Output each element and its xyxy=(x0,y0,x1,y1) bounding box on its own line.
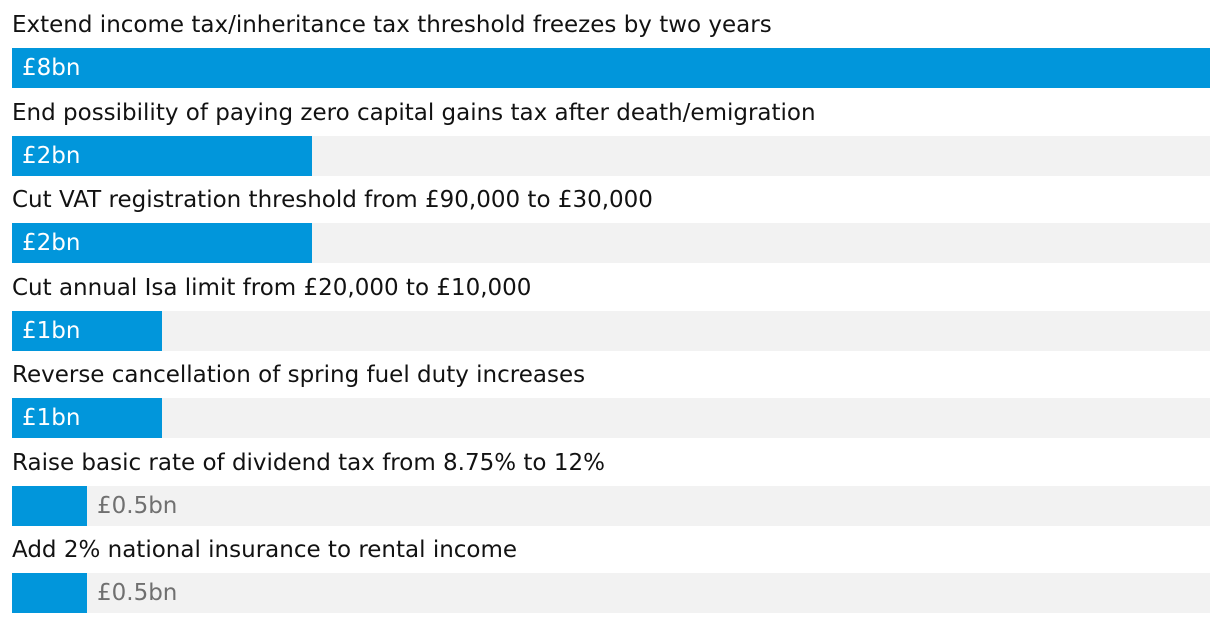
bar xyxy=(12,223,312,263)
data-label: £1bn xyxy=(22,317,81,344)
data-label: £0.5bn xyxy=(97,492,178,519)
bar xyxy=(12,310,162,351)
bar-track: £2bn xyxy=(12,223,1210,263)
category-label: Extend income tax/inheritance tax thresh… xyxy=(12,12,772,38)
category-label: Add 2% national insurance to rental inco… xyxy=(12,537,518,563)
bar-row: Raise basic rate of dividend tax from 8.… xyxy=(12,438,1210,526)
bar-row: Extend income tax/inheritance tax thresh… xyxy=(12,0,1210,88)
bar xyxy=(12,573,87,613)
data-label: £0.5bn xyxy=(97,580,178,606)
data-label: £2bn xyxy=(22,230,81,256)
bar-track: £1bn xyxy=(12,398,1210,438)
bar-row: Reverse cancellation of spring fuel duty… xyxy=(12,350,1210,438)
bar-chart: Extend income tax/inheritance tax thresh… xyxy=(12,0,1210,613)
bar-track: £0.5bn xyxy=(12,573,1210,613)
bar xyxy=(12,48,1210,88)
category-label: End possibility of paying zero capital g… xyxy=(12,99,816,126)
bar-row: Cut VAT registration threshold from £90,… xyxy=(12,175,1210,263)
bar-track: £0.5bn xyxy=(12,485,1210,526)
category-label: Cut annual Isa limit from £20,000 to £10… xyxy=(12,274,532,301)
category-label: Cut VAT registration threshold from £90,… xyxy=(12,187,653,213)
bar xyxy=(12,398,162,438)
data-label: £8bn xyxy=(22,55,81,81)
bar-row: Add 2% national insurance to rental inco… xyxy=(12,525,1210,613)
bar-track: £2bn xyxy=(12,135,1210,176)
bar xyxy=(12,135,312,176)
data-label: £1bn xyxy=(22,405,81,431)
bar-track: £8bn xyxy=(12,48,1210,88)
category-label: Raise basic rate of dividend tax from 8.… xyxy=(12,449,605,476)
bar-row: End possibility of paying zero capital g… xyxy=(12,88,1210,176)
bar-row: Cut annual Isa limit from £20,000 to £10… xyxy=(12,263,1210,351)
data-label: £2bn xyxy=(22,142,81,169)
category-label: Reverse cancellation of spring fuel duty… xyxy=(12,362,586,388)
bar xyxy=(12,485,87,526)
bar-track: £1bn xyxy=(12,310,1210,351)
